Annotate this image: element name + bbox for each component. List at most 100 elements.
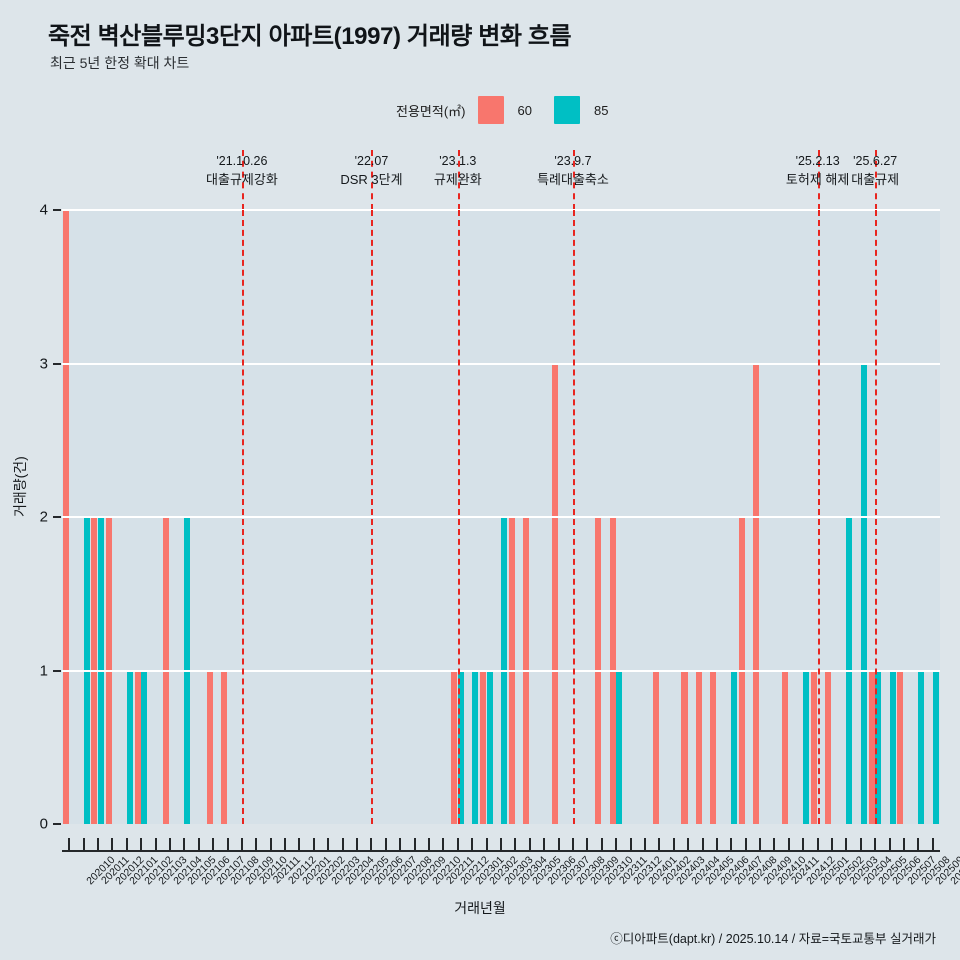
- x-tick-mark: [456, 838, 459, 850]
- annotation-vline: [457, 210, 460, 824]
- bar[interactable]: [710, 670, 717, 824]
- annotation-date: '23.1.3: [439, 154, 477, 168]
- x-tick-mark: [687, 838, 690, 850]
- annotation-text: 대출규제: [851, 172, 900, 187]
- x-tick-mark: [874, 838, 877, 850]
- legend-item-85[interactable]: 85: [553, 96, 609, 124]
- page-title: 죽전 벽산블루밍3단지 아파트(1997) 거래량 변화 흐름: [48, 23, 572, 50]
- y-tick-mark: [53, 516, 61, 518]
- x-tick-mark: [298, 838, 301, 850]
- bar[interactable]: [695, 670, 702, 824]
- bar[interactable]: [451, 670, 458, 824]
- bar[interactable]: [918, 670, 925, 824]
- bar[interactable]: [889, 670, 896, 824]
- bar[interactable]: [134, 670, 141, 824]
- x-tick-mark: [701, 838, 704, 850]
- x-tick-mark: [183, 838, 186, 850]
- annotation-text: 규제완화: [433, 172, 482, 187]
- annotation-label: '25.2.13 토허제 해제: [786, 152, 849, 189]
- bar[interactable]: [897, 670, 904, 824]
- annotation-text: DSR 3단계: [340, 172, 403, 187]
- x-tick-mark: [485, 838, 488, 850]
- y-tick-label: 4: [39, 201, 48, 219]
- annotation-vline: [875, 210, 878, 824]
- y-tick-label: 3: [39, 355, 48, 372]
- x-tick-mark: [471, 838, 474, 850]
- bar[interactable]: [825, 670, 832, 824]
- annotation-vline-top: [817, 150, 820, 210]
- x-tick-mark: [759, 838, 762, 850]
- x-tick-mark: [269, 838, 272, 850]
- x-tick-mark: [571, 838, 574, 850]
- x-tick-mark: [111, 838, 114, 850]
- bar[interactable]: [932, 670, 939, 824]
- gridline: [62, 669, 940, 672]
- legend-swatch-85: [553, 96, 580, 124]
- x-tick-mark: [802, 838, 805, 850]
- bar[interactable]: [875, 670, 882, 824]
- x-tick-mark: [240, 838, 243, 850]
- x-tick-mark: [96, 838, 99, 850]
- x-tick-mark: [356, 838, 359, 850]
- y-tick-mark: [53, 362, 61, 365]
- x-tick-mark: [370, 838, 373, 850]
- footer-credit: ⓒ디아파트(dapt.kr) / 2025.10.14 / 자료=국토교통부 실…: [610, 932, 936, 946]
- x-tick-mark: [773, 838, 776, 850]
- x-tick-mark: [730, 838, 733, 850]
- annotation-vline: [817, 210, 820, 824]
- y-tick-label: 2: [39, 508, 48, 526]
- x-tick-mark: [514, 838, 517, 850]
- x-tick-mark: [528, 838, 531, 850]
- bar[interactable]: [868, 670, 875, 824]
- bar[interactable]: [126, 670, 133, 824]
- plot-area: [62, 209, 940, 824]
- y-tick-label: 1: [39, 662, 48, 679]
- x-tick-mark: [845, 838, 848, 850]
- y-tick-mark: [53, 209, 61, 211]
- x-tick-mark: [341, 838, 344, 850]
- bar[interactable]: [206, 670, 213, 824]
- bar[interactable]: [472, 670, 479, 824]
- bar[interactable]: [652, 670, 659, 824]
- annotation-label: '22.07 DSR 3단계: [340, 152, 402, 189]
- annotation-text: 특례대출축소: [537, 172, 609, 187]
- bar[interactable]: [753, 363, 760, 824]
- bar[interactable]: [616, 670, 623, 824]
- bar[interactable]: [782, 670, 789, 824]
- bar[interactable]: [141, 670, 148, 824]
- bar[interactable]: [551, 363, 558, 824]
- annotation-date: '25.2.13: [795, 154, 840, 168]
- annotation-label: '23.9.7 특례대출축소: [537, 152, 609, 189]
- legend: 전용면적(㎡) 60 85: [396, 95, 630, 125]
- x-tick-mark: [384, 838, 387, 850]
- annotation-date: '22.07: [354, 154, 389, 168]
- x-tick-mark: [615, 838, 618, 850]
- x-tick-mark: [125, 838, 128, 850]
- bar[interactable]: [220, 670, 227, 824]
- x-tick-mark: [327, 838, 330, 850]
- bar[interactable]: [457, 670, 464, 824]
- annotation-label: '25.6.27 대출규제: [851, 152, 899, 189]
- x-tick-mark: [500, 838, 502, 850]
- bar[interactable]: [860, 363, 867, 824]
- x-tick-mark: [744, 838, 747, 850]
- legend-label-85: 85: [593, 102, 609, 118]
- x-tick-mark: [442, 838, 445, 850]
- bar[interactable]: [803, 670, 810, 824]
- legend-label-60: 60: [517, 102, 532, 118]
- x-tick-mark: [154, 838, 157, 850]
- legend-item-60[interactable]: 60: [477, 96, 532, 124]
- x-tick-mark: [888, 838, 891, 850]
- bar[interactable]: [681, 670, 688, 824]
- bar[interactable]: [486, 670, 493, 824]
- x-tick-mark: [903, 838, 906, 850]
- x-tick-mark: [600, 838, 603, 850]
- x-tick-mark: [428, 838, 431, 850]
- x-tick-mark: [82, 838, 85, 850]
- x-tick-mark: [226, 838, 229, 850]
- x-tick-mark: [931, 838, 934, 850]
- bar[interactable]: [811, 670, 818, 824]
- bar[interactable]: [731, 670, 738, 824]
- bar[interactable]: [479, 670, 486, 824]
